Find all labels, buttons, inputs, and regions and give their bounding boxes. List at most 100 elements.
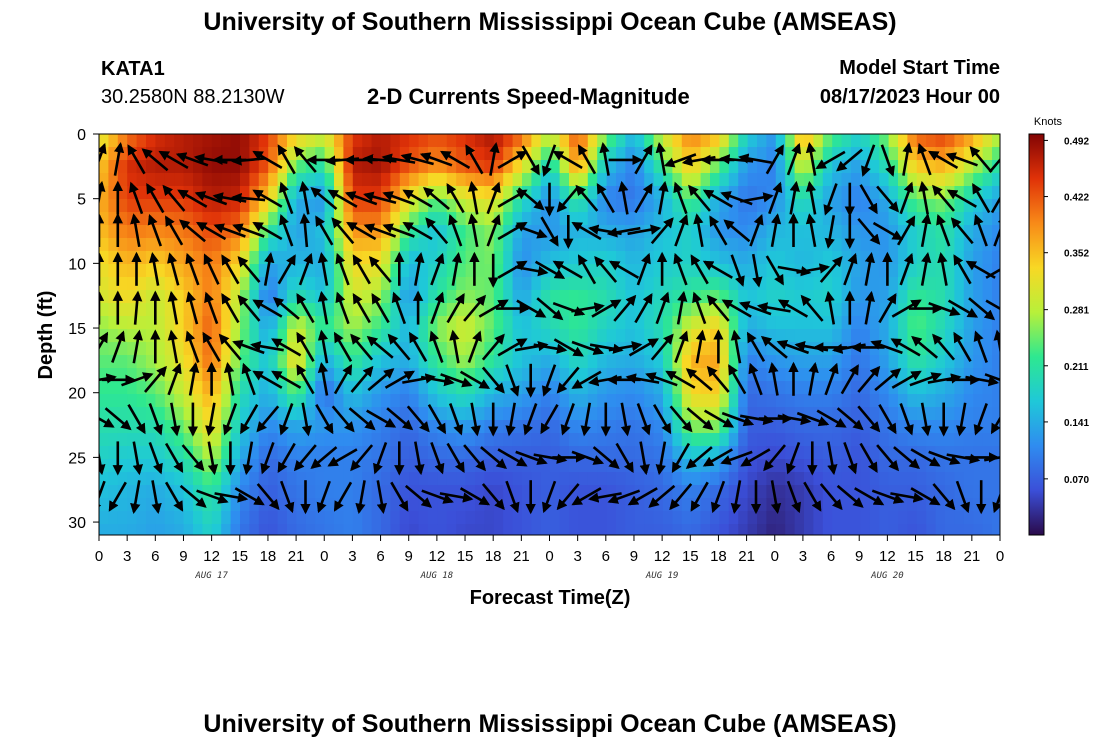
heatmap-cell [399, 394, 410, 408]
heatmap-cell [268, 316, 279, 330]
heatmap-cell [99, 381, 109, 395]
heatmap-cell [456, 277, 467, 291]
heatmap-cell [136, 225, 147, 239]
heatmap-cell [202, 225, 213, 239]
heatmap-cell [569, 251, 579, 265]
heatmap-cell [926, 225, 937, 239]
heatmap-cell [381, 251, 391, 265]
heatmap-cell [653, 160, 664, 174]
heatmap-cell [371, 485, 382, 499]
heatmap-cell [860, 329, 871, 343]
heatmap-cell [813, 290, 824, 304]
heatmap-cell [879, 134, 890, 148]
heatmap-cell [315, 173, 326, 187]
heatmap-cell [569, 420, 579, 434]
heatmap-cell [108, 329, 119, 343]
heatmap-cell [211, 329, 222, 343]
heatmap-cell [578, 472, 589, 486]
heatmap-cell [851, 485, 861, 499]
heatmap-cell [268, 212, 279, 226]
heatmap-cell [446, 316, 457, 330]
current-vector [910, 487, 941, 506]
heatmap-cell [766, 277, 777, 291]
current-vector [459, 370, 491, 389]
colorbar-gradient [1028, 133, 1045, 536]
heatmap-cell [183, 407, 194, 421]
heatmap-cell [785, 290, 796, 304]
heatmap-cell [503, 381, 514, 395]
heatmap-cell [738, 498, 749, 512]
heatmap-cell [606, 303, 617, 317]
heatmap-cell [193, 329, 203, 343]
heatmap-cell [240, 303, 250, 317]
heatmap-cell [202, 407, 213, 421]
heatmap-cell [869, 160, 880, 174]
current-vector [738, 153, 772, 164]
heatmap-cell [418, 472, 429, 486]
current-vector [796, 263, 831, 274]
heatmap-cell [616, 303, 626, 317]
heatmap-cell [775, 290, 786, 304]
heatmap-cell [851, 342, 861, 356]
heatmap-cell [324, 251, 335, 265]
heatmap-cell [710, 472, 720, 486]
heatmap-cell [183, 303, 194, 317]
heatmap-cell [315, 277, 326, 291]
current-vector [824, 362, 839, 396]
heatmap-cell [982, 394, 993, 408]
heatmap-cell [841, 511, 852, 525]
current-vector [824, 215, 836, 249]
heatmap-cell [334, 485, 344, 499]
heatmap-cell [879, 329, 890, 343]
heatmap-cell [456, 446, 467, 460]
heatmap-cell [898, 290, 908, 304]
heatmap-cell [371, 186, 382, 200]
heatmap-cell [268, 160, 279, 174]
current-vector [634, 182, 653, 214]
heatmap-cell [963, 368, 974, 382]
current-vector [973, 330, 988, 363]
heatmap-cell [456, 316, 467, 330]
heatmap-cell [343, 407, 354, 421]
heatmap-cell [540, 355, 551, 369]
current-vector [739, 192, 774, 203]
heatmap-cell [916, 485, 927, 499]
heatmap-cell [973, 303, 984, 317]
heatmap-cell [324, 147, 335, 161]
heatmap-cell [108, 277, 119, 291]
heatmap-cell [456, 498, 467, 512]
heatmap-cell [183, 316, 194, 330]
heatmap-cell [117, 303, 128, 317]
heatmap-cell [484, 459, 495, 473]
heatmap-cell [691, 381, 702, 395]
heatmap-cell [578, 511, 589, 525]
heatmap-cell [860, 147, 871, 161]
current-vector [237, 294, 261, 322]
heatmap-cell [437, 316, 448, 330]
heatmap-cell [569, 316, 579, 330]
heatmap-cell [371, 381, 382, 395]
heatmap-cell [531, 173, 542, 187]
heatmap-cell [559, 472, 570, 486]
heatmap-cell [531, 212, 542, 226]
heatmap-cell [352, 186, 363, 200]
heatmap-cell [710, 238, 720, 252]
heatmap-cell [935, 498, 946, 512]
heatmap-cell [973, 264, 984, 278]
heatmap-cell [164, 524, 175, 535]
heatmap-cell [569, 134, 579, 148]
heatmap-cell [813, 446, 824, 460]
heatmap-cell [822, 446, 833, 460]
heatmap-cell [493, 394, 504, 408]
heatmap-cell [540, 134, 551, 148]
current-vector [132, 329, 143, 364]
heatmap-cell [258, 238, 269, 252]
current-vector [946, 189, 977, 208]
heatmap-cell [822, 251, 833, 265]
heatmap-cell [484, 264, 495, 278]
heatmap-cell [193, 420, 203, 434]
heatmap-cell [390, 355, 401, 369]
heatmap-cell [268, 394, 279, 408]
heatmap-cell [738, 199, 749, 213]
current-vector [296, 292, 315, 324]
